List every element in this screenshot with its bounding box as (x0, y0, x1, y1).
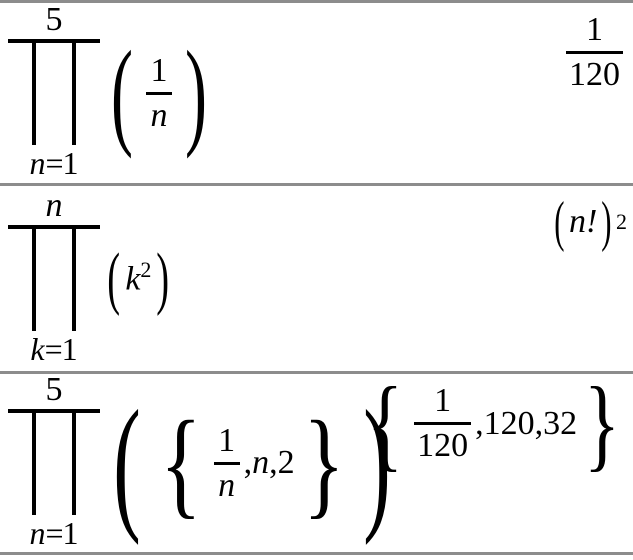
product-lower-limit-variable: k (30, 330, 45, 367)
power-exponent: 2 (140, 256, 152, 282)
paren-open-icon: ( (110, 26, 133, 160)
brace-close-icon: } (302, 396, 345, 530)
list-separator: , (243, 444, 253, 481)
pi-glyph-icon (8, 409, 100, 515)
product-upper-limit: 5 (45, 1, 63, 38)
result-fraction-bar (566, 51, 623, 54)
entry-1-result-expression[interactable]: 1 120 (562, 11, 627, 94)
paren-open-icon: ( (554, 191, 565, 253)
brace-close-icon: } (584, 365, 621, 481)
pi-glyph-bar (8, 39, 100, 43)
pi-glyph-right-leg (72, 412, 76, 515)
history-entry[interactable]: n k=1 ( k2 ) ( n! (0, 186, 633, 371)
paren-close-icon: ) (363, 379, 391, 546)
pi-glyph-icon (8, 39, 100, 145)
list-item-number-2: 2 (277, 444, 295, 481)
product-lower-limit-value: 1 (62, 145, 79, 181)
history-bottom-divider (0, 552, 633, 555)
result-fraction-denominator: 120 (417, 427, 469, 464)
pi-glyph-right-leg (72, 227, 76, 331)
result-fraction-one-over-120: 1 120 (562, 11, 627, 94)
history-entry[interactable]: 5 n=1 ( 1 n ) (0, 3, 633, 183)
paren-close-icon: ) (184, 26, 207, 160)
product-lower-limit: n=1 (6, 145, 102, 183)
fraction-numerator: 1 (150, 51, 168, 89)
entry-3-result-expression[interactable]: { 1 120 , 120 , 32 } (360, 365, 627, 481)
product-lower-limit: n=1 (6, 515, 102, 553)
entry-2-input-expression[interactable]: n k=1 ( k2 ) (6, 186, 175, 371)
brace-open-icon: { (367, 365, 404, 481)
pi-glyph-left-leg (32, 42, 36, 145)
history-entry-divider-1 (0, 183, 633, 186)
fraction-bar (145, 91, 172, 95)
product-lower-limit-equals: = (45, 145, 63, 181)
result-list-separator: , (475, 404, 484, 442)
result-list: { 1 120 , 120 , 32 } (360, 365, 627, 481)
history-entry[interactable]: 5 n=1 ( { 1 n , n (0, 365, 633, 553)
product-lower-limit: k=1 (6, 331, 102, 369)
product-lower-limit-variable: n (29, 145, 46, 181)
product-operator-symbol: 5 n=1 (6, 373, 102, 553)
entry-1-product-body: ( 1 n ) (102, 26, 216, 160)
result-power-base: n! (569, 203, 598, 241)
history-top-divider (0, 0, 633, 3)
entry-3-product-body: ( { 1 n , n , 2 } ) (102, 379, 402, 546)
history-entry-divider-2 (0, 371, 633, 374)
power-base: k (125, 260, 141, 298)
result-power-n-factorial-squared: ( n! ) 2 (550, 191, 627, 253)
pi-glyph-bar (8, 409, 100, 413)
product-lower-limit-equals: = (45, 515, 63, 551)
result-list-item-32: 32 (543, 404, 578, 442)
pi-glyph-left-leg (32, 412, 36, 515)
result-fraction-bar (414, 422, 472, 425)
paren-open-icon: ( (113, 379, 141, 546)
entry-3-input-expression[interactable]: 5 n=1 ( { 1 n , n (6, 373, 402, 553)
product-operator-symbol: 5 n=1 (6, 3, 102, 183)
fraction-bar (213, 461, 240, 465)
result-fraction-denominator: 120 (569, 56, 620, 93)
pi-glyph-left-leg (32, 227, 36, 331)
fraction-denominator: n (150, 96, 168, 134)
brace-open-icon: { (160, 396, 202, 530)
paren-close-icon: ) (601, 191, 612, 253)
power-k-squared: k2 (125, 256, 152, 298)
fraction-one-over-n: 1 n (142, 52, 176, 135)
result-list-separator: , (534, 404, 544, 442)
pi-glyph-right-leg (72, 42, 76, 145)
result-fraction-numerator: 1 (434, 382, 452, 419)
pi-glyph-bar (8, 224, 100, 229)
list-item-fraction-one-over-n: 1 n (210, 422, 244, 505)
product-operator-symbol: n k=1 (6, 186, 102, 369)
result-list-item-120: 120 (483, 404, 535, 442)
paren-close-icon: ) (156, 239, 170, 317)
product-lower-limit-equals: = (44, 330, 63, 367)
product-lower-limit-value: 1 (62, 515, 79, 551)
list-separator: , (269, 444, 278, 481)
product-lower-limit-variable: n (29, 515, 46, 551)
fraction-numerator: 1 (218, 421, 236, 459)
pi-glyph-icon (8, 224, 100, 331)
paren-open-icon: ( (107, 239, 121, 317)
product-upper-limit: n (45, 186, 63, 224)
product-upper-limit: 5 (45, 371, 63, 408)
result-fraction-numerator: 1 (586, 11, 603, 48)
result-list-item-fraction-one-over-120: 1 120 (410, 382, 475, 465)
entry-1-input-expression[interactable]: 5 n=1 ( 1 n ) (6, 3, 216, 183)
entry-2-product-body: ( k2 ) (102, 239, 175, 317)
list-item-symbol-n: n (252, 444, 270, 481)
entry-2-result-expression[interactable]: ( n! ) 2 (550, 191, 627, 253)
result-power-exponent: 2 (616, 209, 627, 235)
product-lower-limit-value: 1 (61, 330, 78, 367)
fraction-denominator: n (218, 466, 236, 504)
